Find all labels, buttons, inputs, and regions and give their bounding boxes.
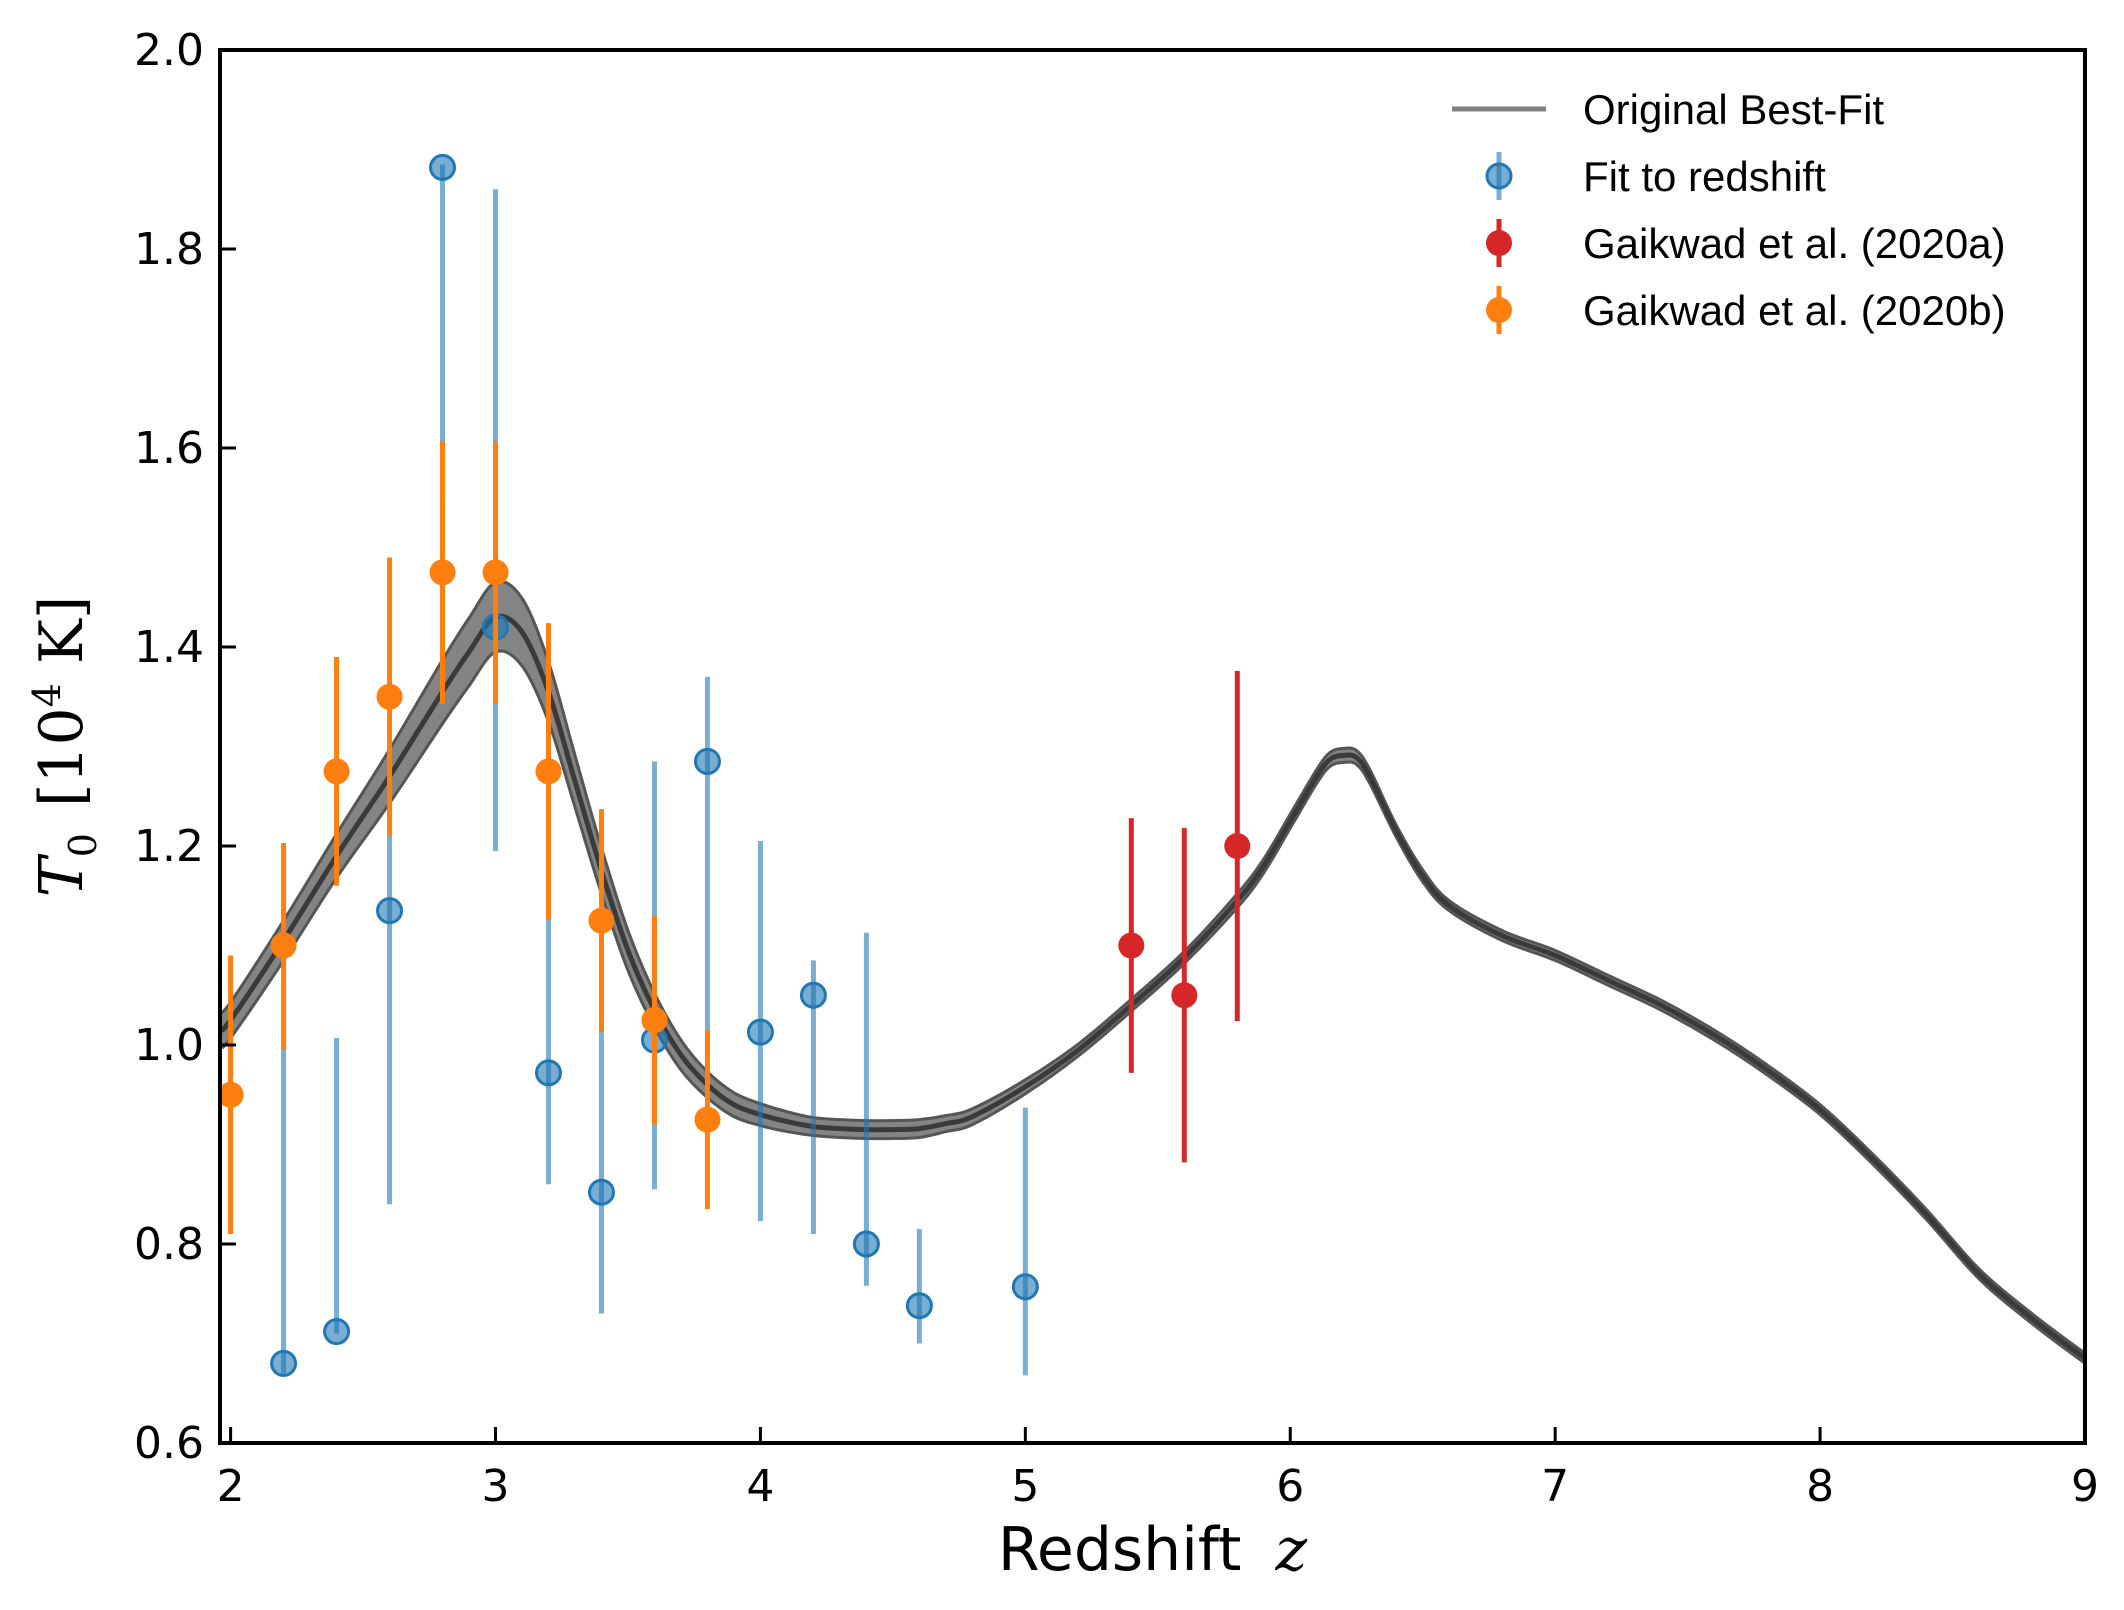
y-tick-label-7: 2.0: [134, 25, 204, 76]
y-tick-label-6: 1.8: [134, 224, 204, 275]
series-gaikwad-2020b: [220, 441, 721, 1235]
y-axis-label-var: T: [27, 853, 97, 897]
y-tick-label-5: 1.6: [134, 423, 204, 474]
series-gaikwad-2020a: [1118, 670, 1251, 1163]
y-axis-label-unit-exp: 4: [25, 683, 69, 707]
data-point-gaikwad-2020a-2: [1224, 833, 1251, 859]
x-tick-label-2: 4: [746, 1461, 774, 1512]
data-point-fit-to-redshift-13: [1011, 1273, 1039, 1301]
legend-label-fit-to-redshift: Fit to redshift: [1583, 153, 1826, 200]
x-tick-label-0: 2: [217, 1461, 245, 1512]
data-point-fit-to-redshift-11: [852, 1230, 880, 1258]
x-tick-label-7: 9: [2071, 1461, 2099, 1512]
legend-swatch-fit-to-redshift: [1485, 152, 1513, 200]
y-tick-label-2: 1.0: [134, 1020, 204, 1071]
y-tick-label-1: 0.8: [134, 1219, 204, 1270]
data-point-gaikwad-2020b-5: [482, 559, 509, 586]
data-point-fit-to-redshift-3: [429, 153, 457, 181]
best-fit-curve: [220, 613, 2085, 1361]
data-point-gaikwad-2020b-9: [694, 1106, 721, 1133]
x-axis-label: Redshift z: [998, 1515, 1308, 1585]
data-point-gaikwad-2020b-1: [270, 932, 297, 959]
y-tick-label-4: 1.4: [134, 622, 204, 673]
x-axis-label-text: Redshift: [998, 1515, 1242, 1585]
x-tick-label-5: 7: [1541, 1461, 1569, 1512]
x-axis-label-var: z: [1274, 1515, 1307, 1585]
legend: Original Best-Fit Fit to redshift Gaikwa…: [1452, 86, 2006, 334]
data-point-gaikwad-2020a-0: [1118, 932, 1145, 959]
plot-area: [220, 153, 2085, 1377]
data-point-fit-to-redshift-10: [799, 981, 827, 1009]
data-point-gaikwad-2020b-3: [376, 683, 403, 710]
plot-frame: [218, 48, 2087, 1445]
data-point-fit-to-redshift-12: [905, 1292, 933, 1320]
data-point-fit-to-redshift-5: [534, 1059, 562, 1087]
y-tick-label-0: 0.6: [134, 1418, 204, 1469]
x-tick-label-6: 8: [1806, 1461, 1834, 1512]
data-point-fit-to-redshift-8: [693, 747, 721, 775]
data-point-fit-to-redshift-1: [323, 1318, 351, 1346]
y-axis-label-unit-open: [10: [27, 707, 97, 807]
axes: 2 3 4 5 6 7 8 9 0.6 0.8 1.0 1.2 1.4 1.6 1.8 2.0: [134, 25, 2099, 1512]
legend-swatch-gaikwad-2020a: [1486, 219, 1512, 267]
y-tick-label-3: 1.2: [134, 821, 204, 872]
data-point-gaikwad-2020b-8: [641, 1007, 668, 1034]
legend-label-gaikwad-2020b: Gaikwad et al. (2020b): [1583, 287, 2006, 334]
legend-swatch-gaikwad-2020b: [1486, 286, 1512, 334]
y-axis-label-sub: 0: [61, 833, 105, 857]
data-point-fit-to-redshift-9: [746, 1018, 774, 1046]
data-point-fit-to-redshift-2: [376, 897, 404, 925]
data-point-fit-to-redshift-0: [270, 1349, 298, 1377]
data-point-gaikwad-2020b-0: [220, 1081, 244, 1108]
x-tick-label-4: 6: [1276, 1461, 1304, 1512]
legend-label-best-fit: Original Best-Fit: [1583, 86, 1884, 133]
data-point-gaikwad-2020a-1: [1171, 982, 1198, 1009]
data-point-gaikwad-2020b-2: [323, 758, 350, 785]
legend-label-gaikwad-2020a: Gaikwad et al. (2020a): [1583, 220, 2006, 267]
x-tick-label-1: 3: [482, 1461, 510, 1512]
data-point-fit-to-redshift-6: [587, 1178, 615, 1206]
data-point-gaikwad-2020b-6: [535, 758, 562, 785]
data-point-gaikwad-2020b-7: [588, 907, 615, 934]
y-axis-label-unit-close: K]: [27, 596, 97, 683]
data-point-gaikwad-2020b-4: [429, 559, 456, 586]
y-axis-label: T0 [104 K]: [25, 596, 105, 897]
x-tick-label-3: 5: [1011, 1461, 1039, 1512]
